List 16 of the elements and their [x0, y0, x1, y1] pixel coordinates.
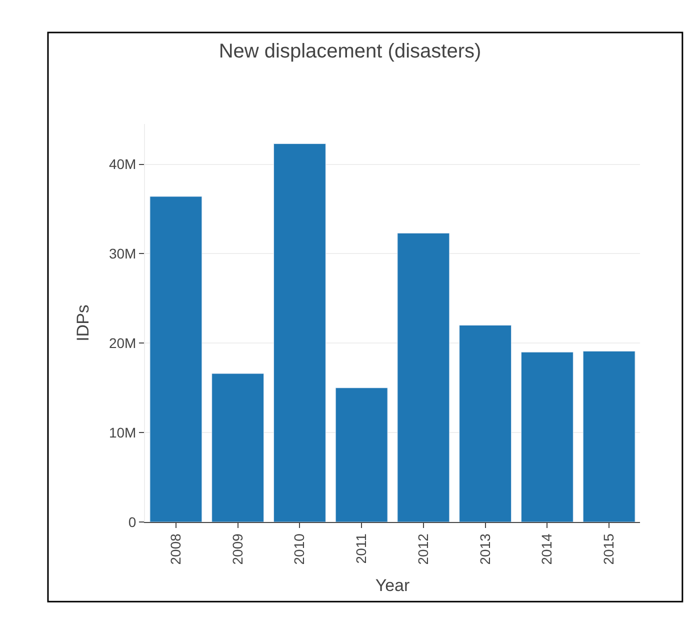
- y-tick-label: 40M: [108, 156, 136, 172]
- y-tick-label: 20M: [108, 335, 136, 352]
- x-axis-title: Year: [375, 576, 410, 596]
- x-tick-label: 2011: [353, 533, 370, 564]
- y-axis-title: IDPs: [74, 304, 93, 342]
- x-tick-label: 2009: [229, 533, 246, 565]
- y-tick-label: 0: [128, 514, 136, 530]
- x-tick-label: 2012: [414, 533, 431, 565]
- chart-title: New displacement (disasters): [218, 40, 482, 62]
- y-tick-label: 30M: [108, 246, 136, 262]
- x-tick-label: 2008: [167, 533, 184, 565]
- x-tick-label: 2014: [538, 533, 555, 565]
- y-tick-label: 10M: [108, 424, 136, 440]
- x-tick-label: 2013: [476, 533, 493, 565]
- x-tick-label: 2010: [291, 533, 308, 565]
- x-tick-label: 2015: [600, 533, 617, 565]
